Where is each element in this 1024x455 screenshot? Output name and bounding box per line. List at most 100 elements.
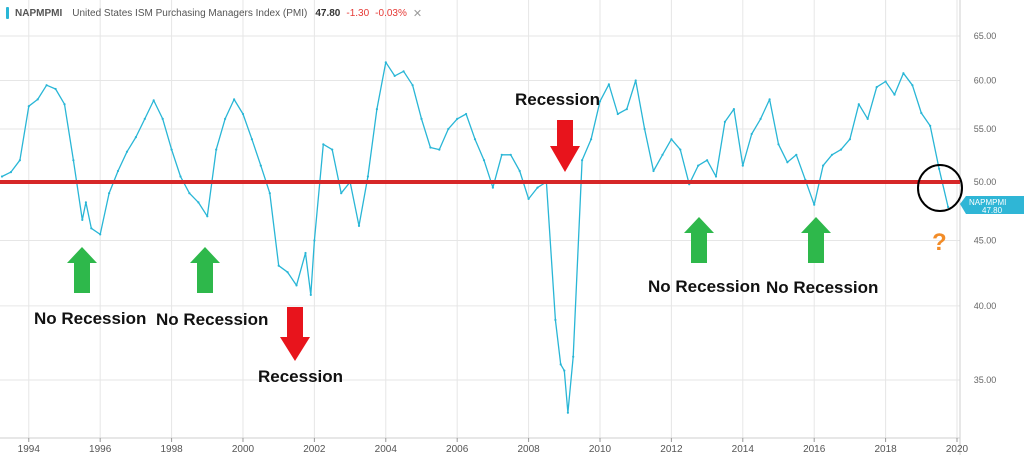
pmi-data-point	[750, 132, 753, 136]
price-tag: NAPMPMI 47.80	[960, 196, 1024, 215]
pmi-data-point	[18, 159, 21, 162]
pmi-data-point	[706, 159, 709, 162]
pmi-data-point	[500, 153, 503, 156]
pmi-data-point	[134, 136, 137, 139]
pmi-data-point	[206, 215, 209, 218]
pmi-data-point	[54, 87, 57, 91]
pmi-data-point	[839, 148, 843, 151]
x-tick-label: 2016	[803, 444, 826, 455]
pmi-data-point	[473, 138, 477, 141]
pmi-data-point	[286, 271, 289, 274]
y-tick-label: 45.00	[974, 235, 997, 245]
pmi-data-point	[420, 117, 423, 120]
pmi-data-point	[456, 117, 459, 120]
pmi-data-point	[268, 192, 271, 195]
pmi-data-point	[643, 127, 646, 131]
pmi-data-point	[559, 363, 562, 366]
pmi-data-point	[9, 171, 12, 174]
pmi-data-point	[714, 175, 718, 178]
pmi-series-line	[1, 61, 949, 414]
x-axis: 1994 1996 1998 2000 2002 2004 2006 2008 2010 2012…	[18, 438, 969, 455]
x-tick-label: 2008	[517, 444, 540, 455]
pmi-data-point	[438, 148, 441, 151]
pmi-data-point	[27, 105, 30, 108]
last-value: 47.80	[315, 7, 341, 19]
pmi-data-point	[125, 150, 129, 153]
up-arrow-2016	[801, 217, 831, 263]
x-tick-label: 1996	[89, 444, 112, 455]
pmi-data-point	[866, 117, 869, 120]
pmi-data-point	[152, 99, 155, 102]
close-icon[interactable]: ✕	[412, 7, 423, 20]
symbol-header: NAPMPMI United States ISM Purchasing Man…	[6, 5, 422, 21]
change-value: -1.30	[346, 7, 370, 19]
x-tick-label: 2004	[375, 444, 398, 455]
pmi-data-point	[340, 192, 343, 195]
pmi-data-point	[875, 86, 878, 89]
y-tick-label: 35.00	[974, 375, 997, 385]
pmi-data-point	[295, 284, 298, 287]
pmi-data-point	[625, 108, 628, 111]
pmi-data-point	[224, 117, 227, 120]
price-tag-symbol: NAPMPMI	[969, 198, 1006, 207]
question-mark: ?	[932, 229, 947, 256]
label-no-recession-2013: No Recession	[648, 277, 761, 296]
pmi-data-point	[277, 264, 280, 267]
pmi-data-point	[759, 117, 762, 120]
pmi-data-point	[741, 164, 744, 167]
pmi-data-point	[616, 112, 619, 116]
pmi-data-point	[429, 146, 432, 149]
pmi-data-point	[661, 153, 664, 156]
pmi-data-point	[634, 79, 637, 82]
pmi-data-point	[830, 153, 834, 156]
pmi-data-point	[482, 159, 486, 162]
change-percent: -0.03%	[375, 7, 407, 19]
up-arrow-2013	[684, 217, 714, 263]
pmi-data-point	[384, 61, 387, 64]
pmi-data-point	[554, 318, 557, 321]
pmi-data-point	[652, 169, 655, 173]
up-arrow-1999	[190, 247, 220, 293]
pmi-data-point	[813, 203, 816, 206]
pmi-data-point	[259, 164, 262, 167]
pmi-data-point	[679, 148, 682, 151]
pmi-data-point	[143, 117, 146, 120]
pmi-data-point	[491, 186, 494, 189]
symbol-code: NAPMPMI	[15, 7, 63, 19]
pmi-data-point	[447, 127, 450, 131]
pmi-data-point	[331, 148, 334, 151]
pmi-data-point	[108, 192, 111, 195]
pmi-data-point	[607, 83, 611, 86]
pmi-data-point	[929, 124, 932, 127]
pmi-data-point	[590, 138, 593, 141]
pmi-data-point	[795, 153, 798, 156]
pmi-data-point	[518, 169, 521, 173]
pmi-data-point	[566, 411, 570, 414]
x-tick-label: 2010	[589, 444, 612, 455]
y-tick-label: 55.00	[974, 124, 997, 134]
pmi-data-point	[197, 201, 200, 204]
x-tick-label: 2020	[946, 444, 969, 455]
label-recession-2008: Recession	[515, 90, 601, 109]
pmi-data-point	[357, 224, 361, 227]
pmi-data-point	[402, 70, 405, 73]
x-tick-label: 2014	[732, 444, 755, 455]
x-tick-label: 2018	[874, 444, 897, 455]
pmi-data-point	[161, 117, 164, 120]
pmi-data-point	[581, 159, 584, 162]
pmi-data-point	[893, 93, 896, 96]
pmi-data-point	[465, 112, 468, 116]
y-tick-label: 65.00	[974, 31, 997, 41]
pmi-data-point	[72, 159, 75, 162]
pmi-data-point	[938, 167, 941, 170]
pmi-data-point	[116, 169, 120, 173]
pmi-data-point	[768, 98, 771, 101]
pmi-data-point	[90, 227, 93, 230]
up-arrow-1996	[67, 247, 97, 293]
pmi-data-point	[411, 84, 414, 87]
pmi-data-point	[170, 148, 173, 151]
x-tick-label: 2002	[303, 444, 326, 455]
x-tick-label: 1994	[18, 444, 41, 455]
down-arrow-2001	[280, 307, 310, 361]
